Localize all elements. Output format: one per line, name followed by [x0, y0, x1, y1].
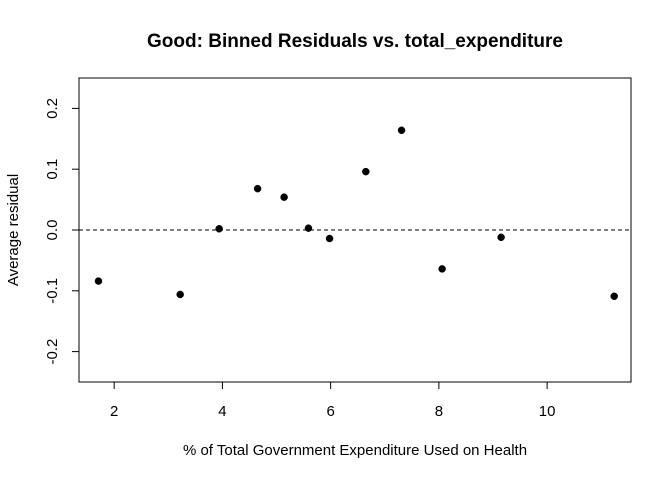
y-tick-label: -0.2: [44, 339, 61, 365]
x-tick-label: 8: [435, 403, 443, 420]
data-point: [362, 167, 370, 176]
y-tick-label: 0.1: [44, 159, 61, 180]
x-tick-label: 10: [539, 403, 556, 420]
data-point: [176, 290, 184, 299]
data-point: [253, 184, 262, 193]
data-point: [497, 233, 505, 242]
x-tick-label: 2: [110, 403, 118, 420]
data-points: [94, 126, 618, 301]
data-point: [304, 224, 313, 232]
data-point: [94, 277, 103, 285]
data-point: [215, 225, 223, 233]
data-point: [397, 126, 406, 135]
x-tick-label: 4: [218, 403, 226, 420]
x-axis: 2 4 6 8 10: [110, 382, 555, 420]
chart-title: Good: Binned Residuals vs. total_expendi…: [147, 31, 563, 52]
y-axis: -0.2 -0.1 0.0 0.1 0.2: [44, 98, 79, 365]
y-tick-label: -0.1: [44, 278, 61, 304]
x-axis-label: % of Total Government Expenditure Used o…: [183, 442, 527, 459]
y-tick-label: 0.0: [44, 220, 61, 241]
y-axis-label: Average residual: [5, 174, 22, 286]
data-point: [610, 292, 618, 301]
data-point: [438, 265, 446, 273]
data-point: [325, 234, 334, 243]
x-tick-label: 6: [326, 403, 334, 420]
data-point: [280, 193, 288, 201]
y-tick-label: 0.2: [44, 98, 61, 119]
